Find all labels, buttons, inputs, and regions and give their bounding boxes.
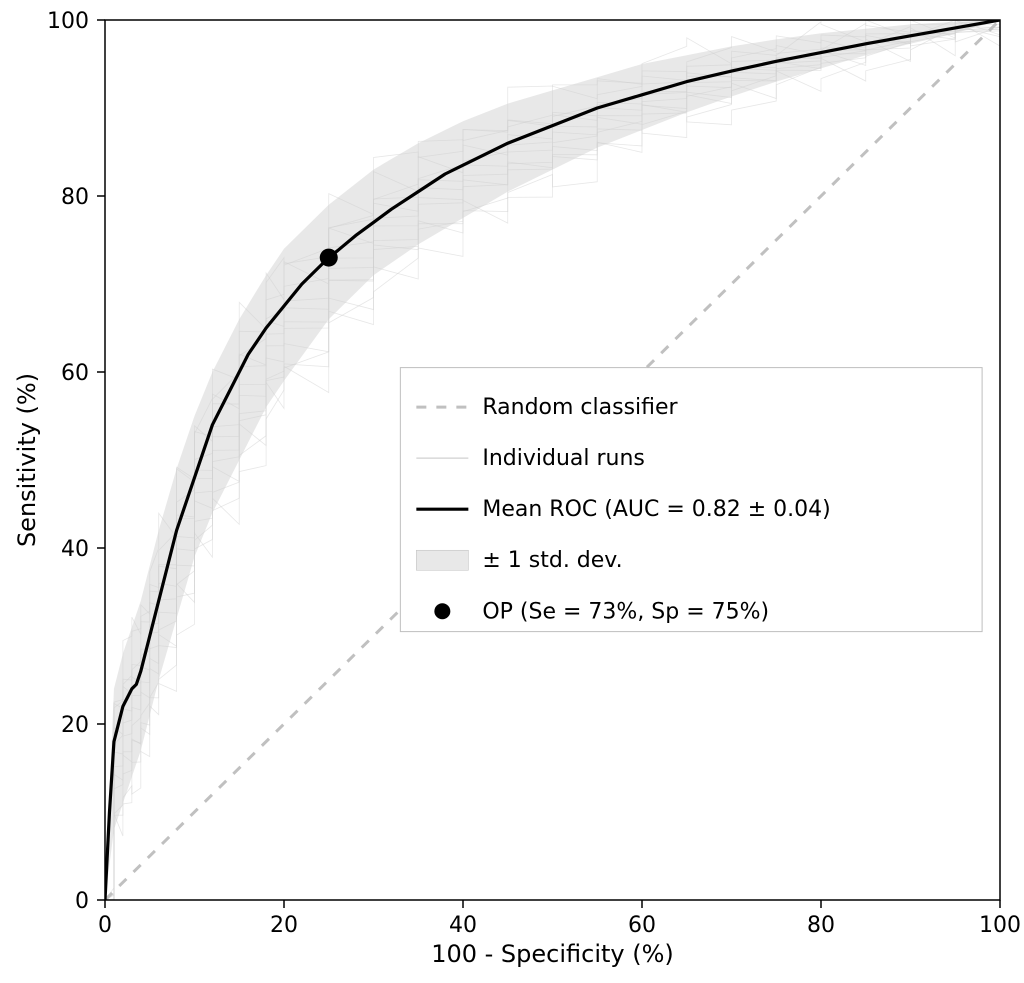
operating-point-marker [320,249,338,267]
x-tick-label: 80 [807,913,835,938]
y-tick-label: 20 [61,713,89,738]
x-tick-label: 20 [270,913,298,938]
y-tick-label: 100 [47,9,89,34]
legend-label: Random classifier [482,395,678,420]
x-axis-label: 100 - Specificity (%) [431,940,674,968]
x-tick-label: 40 [449,913,477,938]
legend-label: Mean ROC (AUC = 0.82 ± 0.04) [482,497,830,522]
roc-chart: 0 20 40 60 80 100 0 20 40 60 80 100 100 - Specificit… [0,0,1024,983]
roc-svg: 0 20 40 60 80 100 0 20 40 60 80 100 100 - Specificit… [0,0,1024,983]
y-tick-label: 80 [61,185,89,210]
legend-swatch-patch [416,550,468,570]
legend-label: Individual runs [482,446,645,471]
x-tick-label: 100 [979,913,1021,938]
x-tick-label: 60 [628,913,656,938]
y-tick-label: 60 [61,361,89,386]
y-tick-label: 40 [61,537,89,562]
legend-swatch-dot [434,603,450,619]
legend-label: ± 1 std. dev. [482,548,622,573]
y-tick-label: 0 [75,889,89,914]
y-axis-label: Sensitivity (%) [13,373,41,547]
legend: Random classifier Individual runs Mean ROC… [400,368,982,632]
x-tick-label: 0 [98,913,112,938]
legend-label: OP (Se = 73%, Sp = 75%) [482,599,769,624]
